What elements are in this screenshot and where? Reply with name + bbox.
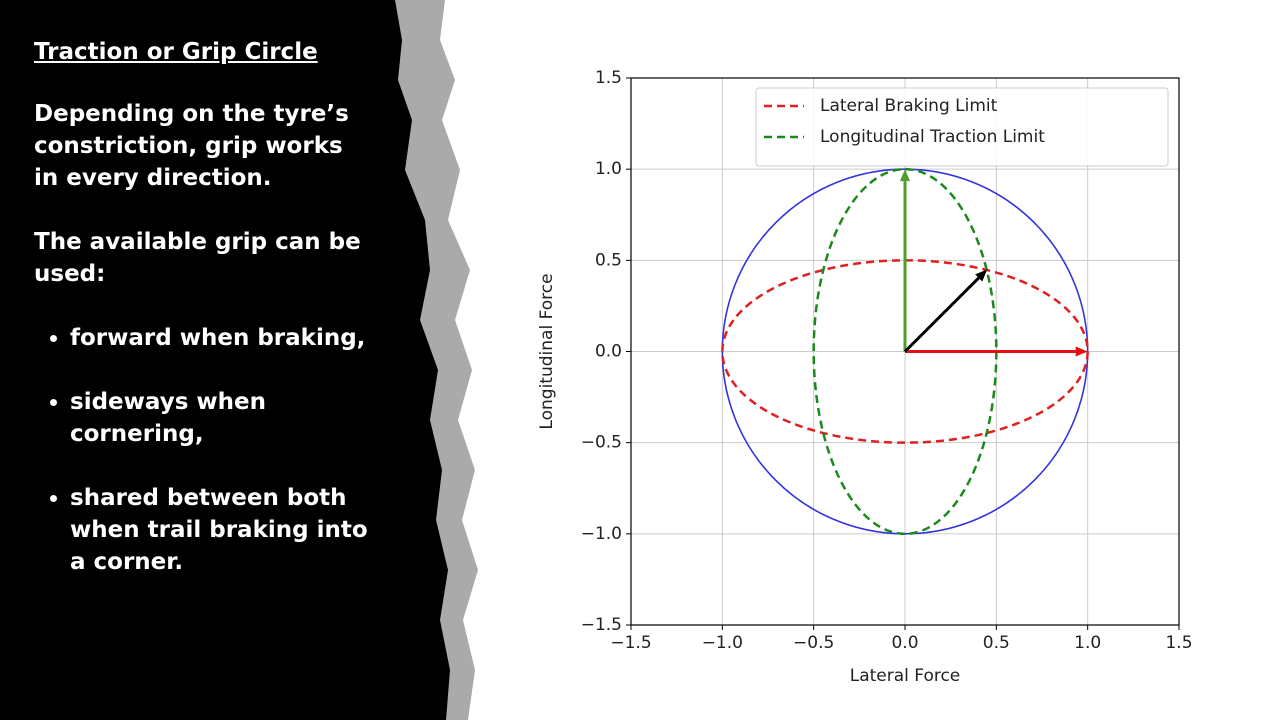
y-tick-label: 0.5 — [595, 250, 622, 270]
x-tick-label: 1.5 — [1165, 633, 1192, 653]
y-tick-label: −1.0 — [581, 524, 622, 544]
arrow — [903, 276, 980, 353]
y-tick-label: 1.5 — [595, 68, 622, 88]
bullet: forward when braking, — [70, 322, 374, 354]
y-axis-label: Longitudinal Force — [537, 273, 557, 429]
y-tick-label: 1.0 — [595, 159, 622, 179]
bullet: shared between both when trail braking i… — [70, 482, 374, 578]
x-tick-label: −1.5 — [610, 633, 651, 653]
x-tick-label: −1.0 — [702, 633, 743, 653]
y-tick-label: −0.5 — [581, 433, 622, 453]
arrow-head — [900, 169, 910, 182]
bullet-list: forward when braking, sideways when corn… — [34, 322, 374, 578]
slide-text: Traction or Grip Circle Depending on the… — [34, 36, 374, 610]
y-tick-label: 0.0 — [595, 342, 622, 362]
chart: −1.5 −1.0 −0.5 0.0 0.5 1.0 1.5 −1.5 −1.0 −0.5 0.0 0… — [537, 68, 1193, 686]
x-axis-label: Lateral Force — [850, 666, 961, 686]
dark-panel — [0, 0, 450, 720]
legend-label: Lateral Braking Limit — [820, 96, 998, 116]
x-tick-label: −0.5 — [793, 633, 834, 653]
paragraph: The available grip can be used: — [34, 229, 361, 287]
arrow-head — [1075, 346, 1088, 357]
slide-title: Traction or Grip Circle — [34, 39, 318, 65]
x-tick-label: 0.5 — [983, 633, 1010, 653]
x-tick-label: 1.0 — [1074, 633, 1101, 653]
arrow-head — [975, 269, 988, 282]
legend-label: Longitudinal Traction Limit — [820, 127, 1045, 147]
paragraph: Depending on the tyre’s constriction, gr… — [34, 101, 349, 191]
legend-box — [755, 87, 1169, 167]
x-tick-label: 0.0 — [891, 633, 918, 653]
y-tick-label: −1.5 — [581, 615, 622, 635]
legend: Lateral Braking Limit Longitudinal Tracti… — [755, 87, 1169, 167]
axes-frame — [630, 77, 1180, 626]
bullet: sideways when cornering, — [70, 386, 374, 450]
